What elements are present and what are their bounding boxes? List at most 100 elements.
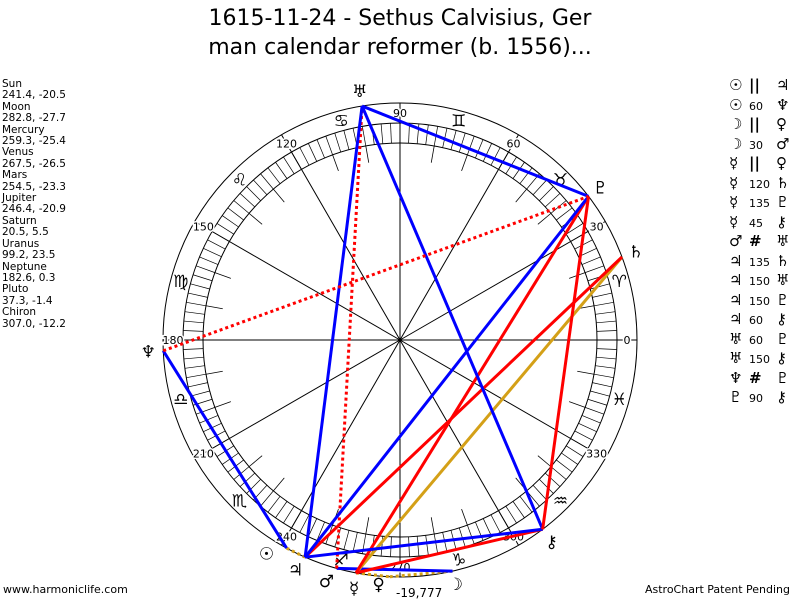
degree-tick — [343, 130, 350, 150]
spoke-line — [399, 339, 519, 546]
planet-glyph: ♃ — [729, 290, 743, 309]
zodiac-sign-icon: ♋ — [334, 112, 349, 132]
spoke-line — [399, 134, 519, 341]
degree-tick — [408, 123, 410, 144]
planet-glyph: ♀ — [776, 154, 787, 172]
aspect-row: ♃ 135 ♄ — [729, 252, 789, 272]
degree-tick — [260, 490, 274, 507]
degree-tick — [203, 247, 222, 258]
ten-degree-tick — [273, 477, 285, 492]
degree-tick — [183, 320, 204, 324]
planet-name: Mars — [2, 169, 28, 182]
year-readout: -19,777 — [396, 586, 442, 600]
planet-glyph: ☿ — [729, 212, 739, 231]
ten-degree-tick — [461, 509, 468, 526]
degree-tick — [550, 466, 567, 480]
aspect-value: 45 — [749, 216, 763, 230]
degree-tick — [222, 215, 239, 228]
degree-tick — [596, 320, 617, 324]
planet-neptune-icon: ♆ — [141, 342, 156, 362]
planet-glyph: ☿ — [729, 154, 739, 172]
aspect-row: ☉ || ♃ — [729, 76, 789, 96]
degree-tick — [595, 311, 616, 315]
degree-tick — [184, 311, 205, 315]
degree-tick — [188, 292, 208, 298]
aspect-line — [161, 349, 288, 549]
degree-tick — [316, 521, 325, 541]
planet-glyph: ♂ — [776, 134, 790, 153]
ten-degree-tick — [248, 213, 263, 225]
degree-tick — [246, 479, 261, 494]
degree-tick — [539, 479, 554, 494]
zodiac-sign-icon: ♑ — [451, 550, 466, 570]
degree-tick — [433, 533, 439, 554]
planet-moon-icon: ☽ — [448, 575, 463, 595]
degree-tick — [596, 348, 617, 350]
degree-tick — [545, 472, 561, 487]
aspect-line — [355, 527, 543, 575]
spoke-line — [194, 221, 401, 341]
degree-tick — [596, 356, 617, 360]
ten-degree-tick — [214, 272, 231, 279]
aspect-value: 135 — [749, 255, 770, 269]
planet-glyph: ♇ — [776, 193, 790, 211]
aspect-row: ♅ 150 ⚷ — [729, 349, 789, 369]
degree-tick — [246, 186, 261, 201]
planet-chiron-icon: ⚷ — [545, 532, 557, 552]
degree-tick — [490, 514, 501, 533]
aspect-line — [541, 196, 591, 530]
planet-venus-icon: ♀ — [372, 575, 384, 595]
planet-uranus-icon: ♅ — [352, 82, 367, 102]
degree-label: 120 — [276, 137, 297, 150]
planet-glyph: ♄ — [776, 173, 790, 192]
degree-tick — [584, 265, 605, 273]
aspect-line — [303, 195, 590, 559]
degree-tick — [307, 143, 318, 162]
degree-tick — [467, 524, 475, 545]
degree-tick — [183, 356, 204, 360]
degree-label: 150 — [193, 221, 214, 234]
degree-label: 30 — [590, 221, 604, 234]
degree-tick — [593, 373, 614, 379]
degree-tick — [565, 445, 584, 457]
degree-tick — [592, 292, 612, 298]
degree-tick — [590, 390, 610, 397]
degree-label: 0 — [624, 334, 631, 347]
aspect-row: ♂ # ♅ — [729, 232, 789, 252]
degree-tick — [343, 530, 350, 550]
planet-name: Jupiter — [2, 192, 37, 205]
degree-label: 180 — [163, 334, 184, 347]
aspect-row: ☿ 120 ♄ — [729, 174, 789, 194]
planet-glyph: ♅ — [729, 329, 743, 348]
aspect-line — [361, 104, 590, 198]
degree-tick — [267, 496, 281, 513]
planet-glyph: ☽ — [729, 115, 743, 133]
degree-label: 330 — [586, 448, 607, 461]
aspect-value: 150 — [749, 275, 770, 288]
degree-tick — [512, 501, 525, 518]
aspect-value: || — [749, 154, 760, 172]
degree-tick — [216, 223, 235, 235]
degree-tick — [561, 452, 578, 465]
degree-tick — [450, 130, 457, 150]
degree-tick — [482, 143, 493, 162]
degree-tick — [490, 147, 501, 166]
degree-tick — [307, 518, 318, 537]
planet-glyph: ♃ — [776, 76, 790, 94]
planet-name: Sun — [2, 78, 22, 90]
degree-tick — [475, 139, 484, 159]
degree-tick — [425, 124, 429, 145]
planet-glyph: ⚷ — [776, 349, 787, 367]
degree-tick — [207, 239, 226, 250]
ten-degree-tick — [365, 517, 370, 535]
aspect-line — [389, 569, 453, 579]
website-link[interactable]: www.harmoniclife.com — [3, 583, 128, 596]
planet-name: Chiron — [2, 306, 37, 319]
degree-tick — [227, 207, 244, 221]
aspect-row: ☽ || ♀ — [729, 115, 789, 135]
planet-glyph: ♆ — [776, 95, 790, 114]
aspect-row: ☿ 45 ⚷ — [729, 213, 789, 233]
planet-glyph: ♅ — [776, 271, 790, 289]
degree-tick — [283, 505, 295, 524]
